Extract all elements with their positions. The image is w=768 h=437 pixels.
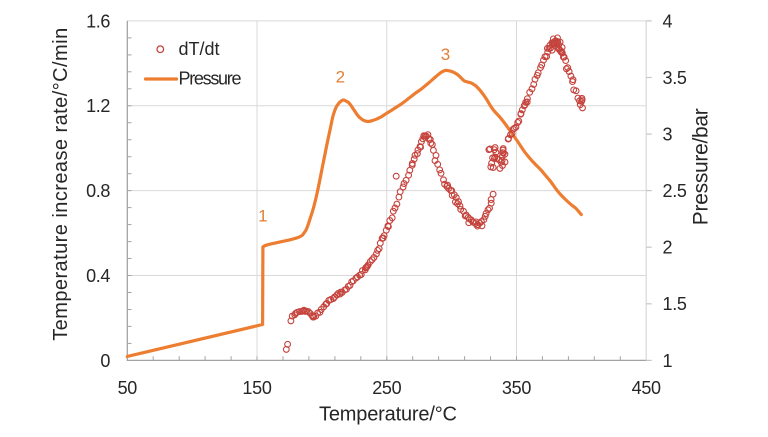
svg-text:1.2: 1.2 bbox=[86, 96, 110, 116]
svg-text:Temperature increase rate/°C/m: Temperature increase rate/°C/min bbox=[50, 28, 72, 341]
svg-text:3: 3 bbox=[663, 125, 673, 145]
svg-text:Pressure/bar: Pressure/bar bbox=[690, 108, 713, 225]
svg-text:450: 450 bbox=[632, 378, 661, 398]
svg-text:1.5: 1.5 bbox=[663, 294, 687, 314]
svg-text:3.5: 3.5 bbox=[663, 68, 687, 88]
svg-text:150: 150 bbox=[242, 378, 271, 398]
svg-text:2: 2 bbox=[336, 68, 345, 87]
svg-text:1: 1 bbox=[663, 351, 673, 371]
svg-text:2.5: 2.5 bbox=[663, 181, 687, 201]
svg-text:4: 4 bbox=[663, 11, 673, 31]
svg-text:1.6: 1.6 bbox=[86, 11, 110, 31]
svg-text:3: 3 bbox=[441, 45, 450, 64]
svg-text:Pressure: Pressure bbox=[179, 69, 242, 89]
svg-text:0.4: 0.4 bbox=[86, 266, 110, 286]
svg-text:1: 1 bbox=[258, 207, 267, 226]
svg-text:0.8: 0.8 bbox=[86, 181, 110, 201]
svg-text:250: 250 bbox=[372, 378, 401, 398]
svg-text:0: 0 bbox=[100, 351, 110, 371]
svg-text:dT/dt: dT/dt bbox=[179, 39, 220, 59]
svg-text:2: 2 bbox=[663, 238, 673, 258]
svg-text:350: 350 bbox=[502, 378, 531, 398]
svg-text:Temperature/°C: Temperature/°C bbox=[319, 404, 457, 426]
svg-text:50: 50 bbox=[118, 378, 138, 398]
